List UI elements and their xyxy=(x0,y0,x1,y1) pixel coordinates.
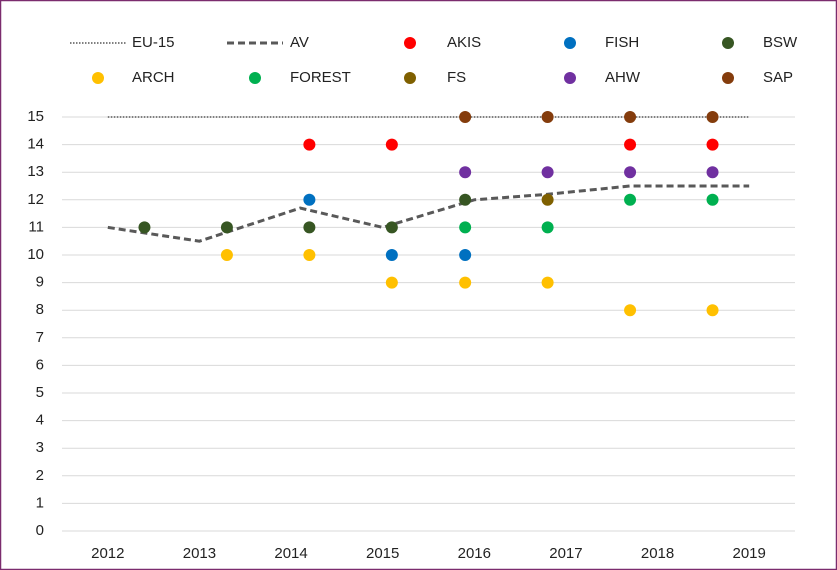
legend-label: BSW xyxy=(763,34,798,51)
legend-label: AV xyxy=(290,34,309,51)
data-point xyxy=(624,138,637,151)
legend-symbol xyxy=(564,37,576,49)
data-point xyxy=(459,166,472,179)
legend-symbol xyxy=(564,72,576,84)
data-point xyxy=(624,166,637,179)
y-tick-label: 15 xyxy=(27,108,44,125)
data-point xyxy=(220,249,233,261)
data-point xyxy=(303,138,316,151)
data-point xyxy=(385,221,398,234)
data-point xyxy=(220,221,233,234)
data-point xyxy=(459,111,472,123)
legend-label: SAP xyxy=(763,69,793,86)
data-point xyxy=(624,193,637,206)
legend-label: FOREST xyxy=(290,69,351,86)
data-point xyxy=(706,304,719,317)
y-tick-label: 9 xyxy=(36,274,44,291)
data-point xyxy=(459,276,472,289)
y-tick-label: 7 xyxy=(36,329,44,346)
data-point xyxy=(706,138,719,151)
x-tick-label: 2016 xyxy=(458,545,491,562)
x-tick-label: 2018 xyxy=(641,545,674,562)
legend-symbol xyxy=(404,37,416,49)
data-point xyxy=(706,166,719,179)
y-tick-label: 14 xyxy=(27,136,44,153)
legend-label: ARCH xyxy=(132,69,175,86)
legend-label: FISH xyxy=(605,34,639,51)
data-point xyxy=(385,138,398,151)
legend-symbol xyxy=(722,72,734,84)
x-tick-label: 2014 xyxy=(274,545,307,562)
legend-label: EU-15 xyxy=(132,34,175,51)
y-tick-label: 8 xyxy=(36,301,44,318)
data-point xyxy=(459,221,472,234)
data-point xyxy=(541,221,554,234)
y-tick-label: 12 xyxy=(27,191,44,208)
legend-label: FS xyxy=(447,69,466,86)
data-point xyxy=(541,166,554,179)
x-tick-label: 2013 xyxy=(183,545,216,562)
data-point xyxy=(303,193,316,206)
y-tick-label: 6 xyxy=(36,356,44,373)
x-tick-label: 2017 xyxy=(549,545,582,562)
y-tick-label: 3 xyxy=(36,439,44,456)
y-tick-label: 13 xyxy=(27,163,44,180)
x-tick-label: 2019 xyxy=(733,545,766,562)
data-point xyxy=(303,221,316,234)
data-point xyxy=(624,111,637,123)
data-point xyxy=(303,249,316,261)
x-tick-label: 2015 xyxy=(366,545,399,562)
data-point xyxy=(541,276,554,289)
y-tick-label: 0 xyxy=(36,522,44,539)
legend-label: AKIS xyxy=(447,34,481,51)
y-tick-label: 10 xyxy=(27,246,44,263)
data-point xyxy=(706,193,719,206)
legend-symbol xyxy=(404,72,416,84)
data-point xyxy=(138,221,151,234)
data-point xyxy=(385,249,398,261)
y-tick-label: 11 xyxy=(28,218,44,235)
data-point xyxy=(459,249,472,261)
y-tick-label: 4 xyxy=(36,412,44,429)
data-point xyxy=(624,304,637,317)
x-tick-label: 2012 xyxy=(91,545,124,562)
data-point xyxy=(459,193,472,206)
data-point xyxy=(541,193,554,206)
legend-label: AHW xyxy=(605,69,641,86)
data-point xyxy=(706,111,719,123)
data-point xyxy=(541,111,554,123)
series-line xyxy=(107,184,750,243)
legend-symbol xyxy=(92,72,104,84)
y-tick-label: 2 xyxy=(36,467,44,484)
legend-symbol xyxy=(249,72,261,84)
y-tick-label: 1 xyxy=(36,494,44,511)
y-tick-label: 5 xyxy=(36,384,44,401)
legend-symbol xyxy=(722,37,734,49)
data-point xyxy=(385,276,398,289)
